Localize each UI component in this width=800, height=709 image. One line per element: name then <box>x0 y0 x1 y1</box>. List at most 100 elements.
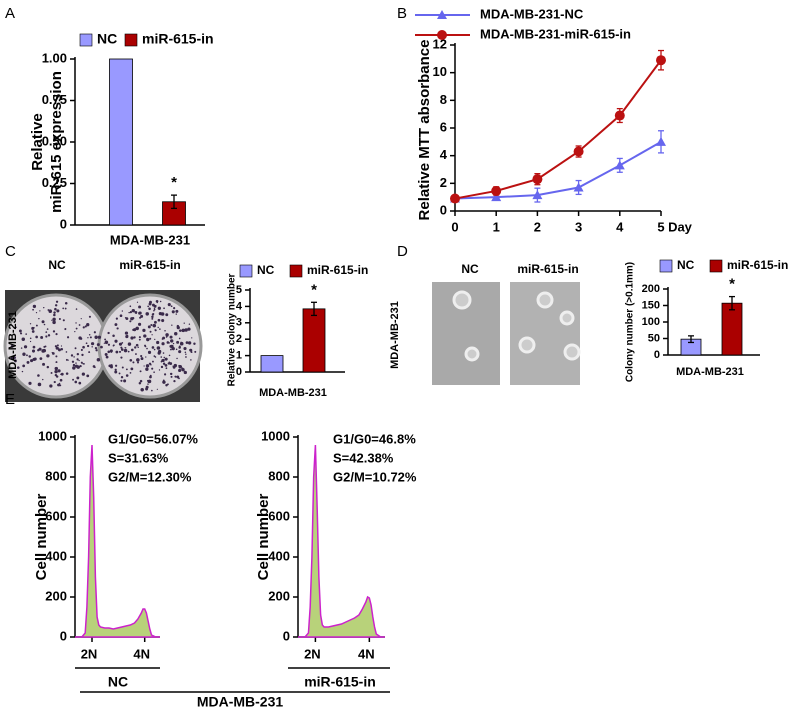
colony-dot <box>168 354 171 357</box>
colony-dot <box>138 382 142 385</box>
colony-dot <box>157 326 159 329</box>
colony-dot <box>120 356 123 359</box>
colony-dot <box>114 323 117 326</box>
colony-dot <box>57 383 60 387</box>
colony-dot <box>160 356 163 358</box>
colony-dot <box>52 320 56 325</box>
colony-dot <box>28 355 32 358</box>
colony-dot <box>110 365 113 369</box>
colony-dot <box>32 304 37 309</box>
colony-dot <box>43 345 46 348</box>
colony-dot <box>189 348 193 352</box>
colony-dot <box>37 349 40 352</box>
colony-dot <box>75 362 77 364</box>
colony-dot <box>190 351 193 354</box>
colony-dot <box>20 347 23 349</box>
x-tick-label: 3 <box>575 219 582 234</box>
colony-dot <box>53 313 56 317</box>
colony-dot <box>173 307 176 310</box>
colony-dot <box>130 367 134 371</box>
colony-dot <box>134 346 137 349</box>
colony-dot <box>97 336 100 339</box>
colony-dot <box>167 303 171 307</box>
series-line <box>454 59 662 200</box>
colony-dot <box>178 368 182 373</box>
y-tick-label: 200 <box>45 588 67 603</box>
colony-dot <box>55 333 58 336</box>
colony-dot <box>161 342 165 346</box>
colony-dot <box>32 357 36 362</box>
colony-dot <box>164 357 168 361</box>
colony-dot <box>147 305 150 308</box>
x-tick-label: 4N <box>133 646 150 661</box>
colony-dot <box>80 348 83 351</box>
panel-letter: B <box>397 5 407 22</box>
colony-dot <box>13 359 17 363</box>
colony-dot <box>85 342 88 345</box>
y-tick-label: 150 <box>642 299 660 311</box>
colony-dot <box>118 342 123 346</box>
colony-dot <box>121 310 124 312</box>
y-tick-label: 3 <box>236 317 242 329</box>
x-tick-label: 0 <box>451 219 458 234</box>
colony-dot <box>125 374 129 377</box>
colony-dot <box>43 306 45 309</box>
colony-dot <box>121 366 124 369</box>
bar <box>260 355 284 373</box>
colony-dot <box>112 344 115 347</box>
colony-dot <box>183 322 185 324</box>
colony-dot <box>54 366 59 371</box>
colony-dot <box>65 372 69 375</box>
colony-dot <box>159 300 162 303</box>
colony-dot <box>64 327 67 331</box>
colony-dot <box>156 340 160 345</box>
colony-dot <box>60 345 63 347</box>
colony-dot <box>26 360 30 364</box>
legend-swatch <box>239 264 253 278</box>
colony-dot <box>56 344 59 347</box>
colony-dot <box>194 350 197 353</box>
colony-dot <box>80 318 82 320</box>
y-tick-label: 200 <box>268 588 290 603</box>
colony-dot <box>156 388 158 390</box>
bar <box>302 308 326 373</box>
colony-dot <box>160 365 164 369</box>
colony-dot <box>54 373 58 377</box>
y-tick-label: 1000 <box>38 428 67 443</box>
colony-dot <box>152 360 154 363</box>
shared-label: MDA-MB-231 <box>197 694 284 709</box>
marker <box>437 10 447 19</box>
colony-dot <box>169 348 172 351</box>
marker <box>573 182 584 192</box>
colony-dot <box>39 357 43 361</box>
colony-dot <box>43 323 46 326</box>
panel-letter: A <box>5 5 15 22</box>
y-tick-label: 0.25 <box>42 175 67 190</box>
colony-dot <box>129 372 132 374</box>
colony-dot <box>140 354 143 358</box>
colony-dot <box>58 369 61 373</box>
annotation: S=31.63% <box>108 450 169 465</box>
colony-dot <box>171 347 175 351</box>
colony-dot <box>38 317 40 320</box>
image-label: NC <box>461 262 479 276</box>
colony-dot <box>123 348 128 353</box>
colony <box>563 343 581 361</box>
colony-dot <box>149 330 152 333</box>
colony-dot <box>162 362 166 365</box>
colony-dot <box>54 307 57 311</box>
colony-dot <box>72 378 75 381</box>
colony-dot <box>157 306 161 310</box>
y-axis-label: Cell number <box>33 493 50 580</box>
colony-dot <box>176 326 180 330</box>
colony-dot <box>147 325 151 329</box>
colony-dot <box>164 363 168 367</box>
colony-dot <box>100 345 103 349</box>
colony-dot <box>120 348 124 351</box>
colony-dot <box>191 337 193 339</box>
colony-dot <box>184 351 187 354</box>
colony-dot <box>105 355 109 359</box>
legend-swatch <box>659 259 673 273</box>
colony-dot <box>13 355 16 358</box>
colony-dot <box>136 358 140 362</box>
